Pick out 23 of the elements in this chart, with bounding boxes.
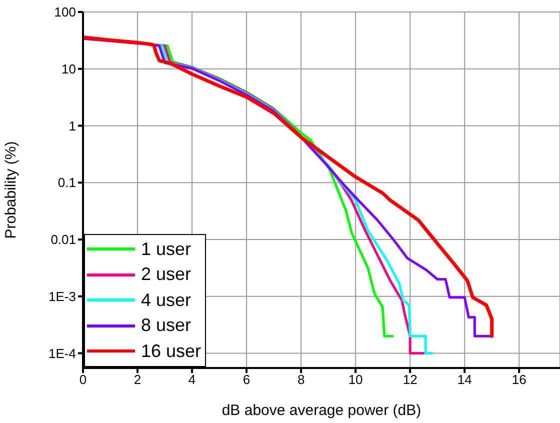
legend-label: 4 user — [141, 290, 192, 311]
y-tick-label: 1 — [68, 118, 76, 134]
x-tick-label: 6 — [242, 372, 250, 388]
x-tick-label: 12 — [402, 372, 418, 388]
x-tick-label: 14 — [457, 372, 472, 388]
y-tick-label: 10 — [62, 61, 76, 76]
x-tick-label: 10 — [348, 372, 363, 388]
y-tick-label: 100 — [54, 4, 76, 20]
y-tick-label: 0.1 — [58, 175, 76, 190]
x-tick-label: 4 — [188, 372, 196, 388]
x-tick-label: 8 — [297, 372, 305, 388]
x-tick-label: 16 — [512, 372, 526, 388]
legend-label: 8 user — [141, 315, 192, 336]
y-tick-label: 1E-3 — [48, 288, 76, 304]
legend-label: 16 user — [141, 340, 202, 362]
x-tick-label: 0 — [79, 372, 87, 388]
legend-label: 2 user — [141, 264, 192, 286]
legend-label: 1 user — [141, 238, 192, 260]
y-tick-label: 0.01 — [50, 232, 76, 248]
x-axis-title: dB above average power (dB) — [222, 402, 422, 419]
x-tick-label: 2 — [134, 372, 142, 388]
y-axis-title: Probability (%) — [2, 141, 20, 239]
y-tick-label: 1E-4 — [48, 346, 76, 361]
